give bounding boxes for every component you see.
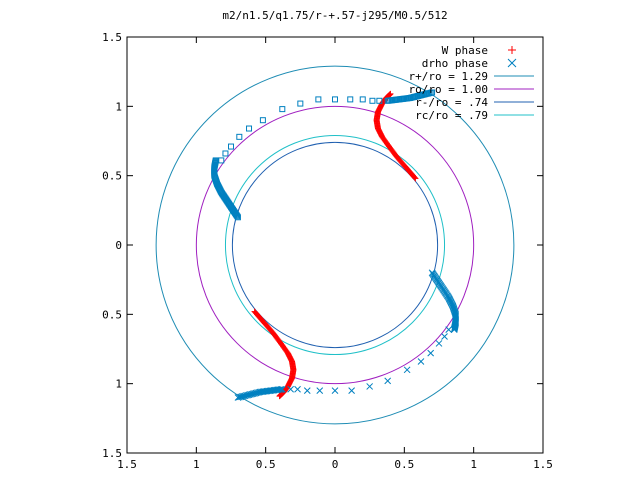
drho-phase-point: [450, 326, 458, 333]
drho-phase-square-point: [359, 96, 366, 103]
y-tick-label: 1: [115, 378, 122, 391]
x-tick-label: 0: [332, 458, 339, 471]
drho-phase-point: [294, 385, 301, 393]
drho-phase-point: [417, 358, 425, 365]
drho-phase-point: [278, 385, 286, 393]
circle-2: [231, 141, 439, 349]
y-tick-label: 0.5: [102, 170, 122, 183]
drho-phase-square-point: [332, 96, 338, 103]
drho-phase-square-point: [236, 133, 243, 140]
y-tick-label: 0: [115, 239, 122, 252]
drho-phase-square-point: [376, 97, 383, 104]
chart-title: m2/n1.5/q1.75/r-+.57-j295/M0.5/512: [222, 9, 447, 22]
drho-phase-square-point: [347, 96, 354, 103]
circle-1: [195, 105, 475, 385]
drho-phase-square-point: [279, 106, 286, 113]
points-layer: [211, 89, 459, 401]
drho-phase-point: [331, 387, 339, 394]
drho-phase-square-point: [369, 97, 376, 104]
x-tick-label: 1.5: [533, 458, 553, 471]
drho-phase-point: [384, 377, 392, 385]
drho-phase-square-point: [246, 125, 253, 132]
drho-phase-point: [441, 333, 448, 340]
drho-phase-square-point: [218, 157, 225, 164]
x-tick-label: 1: [470, 458, 477, 471]
drho-phase-point: [303, 387, 311, 394]
legend-label: rc/ro = .79: [415, 109, 488, 122]
legend-label: W phase: [442, 44, 488, 57]
drho-phase-square-point: [212, 157, 219, 164]
drho-phase-point: [403, 366, 411, 374]
w-phase-point: [387, 90, 394, 97]
drho-phase-point: [287, 385, 294, 393]
legend-label: r-/ro = .74: [415, 96, 488, 109]
axis-ticks: 1.5 1 0.5 0 0.5 1 1.51.510.500.511.5: [102, 31, 553, 471]
drho-phase-square-point: [297, 100, 304, 107]
circle-3: [224, 134, 446, 356]
x-tick-label: 1.5: [117, 458, 137, 471]
w-phase-point: [276, 393, 283, 400]
drho-phase-square-point: [228, 143, 234, 150]
drho-phase-square-point: [259, 117, 266, 124]
circle-0: [155, 65, 515, 425]
x-tick-label: 0.5: [256, 458, 276, 471]
legend-marker-cross: [507, 58, 517, 68]
drho-phase-square-point: [384, 97, 391, 104]
y-tick-label: 1: [115, 100, 122, 113]
drho-phase-point: [435, 340, 443, 347]
drho-phase-point: [427, 349, 435, 357]
drho-phase-square-point: [315, 96, 322, 103]
legend-label: drho phase: [422, 57, 488, 70]
y-tick-label: 0.5: [102, 308, 122, 321]
drho-phase-point: [316, 387, 324, 394]
legend-label: ro/ro = 1.00: [409, 83, 488, 96]
legend-label: r+/ro = 1.29: [409, 70, 488, 83]
circles-layer: [155, 65, 515, 425]
drho-phase-point: [445, 326, 453, 333]
y-tick-label: 1.5: [102, 447, 122, 460]
x-tick-label: 0.5: [394, 458, 414, 471]
drho-phase-point: [366, 383, 374, 390]
drho-phase-point: [276, 386, 283, 393]
legend-marker-plus: [508, 46, 516, 54]
x-tick-label: 1: [193, 458, 200, 471]
y-tick-label: 1.5: [102, 31, 122, 44]
drho-phase-point: [277, 386, 285, 393]
drho-phase-square-point: [222, 150, 229, 157]
drho-phase-point: [348, 387, 355, 394]
